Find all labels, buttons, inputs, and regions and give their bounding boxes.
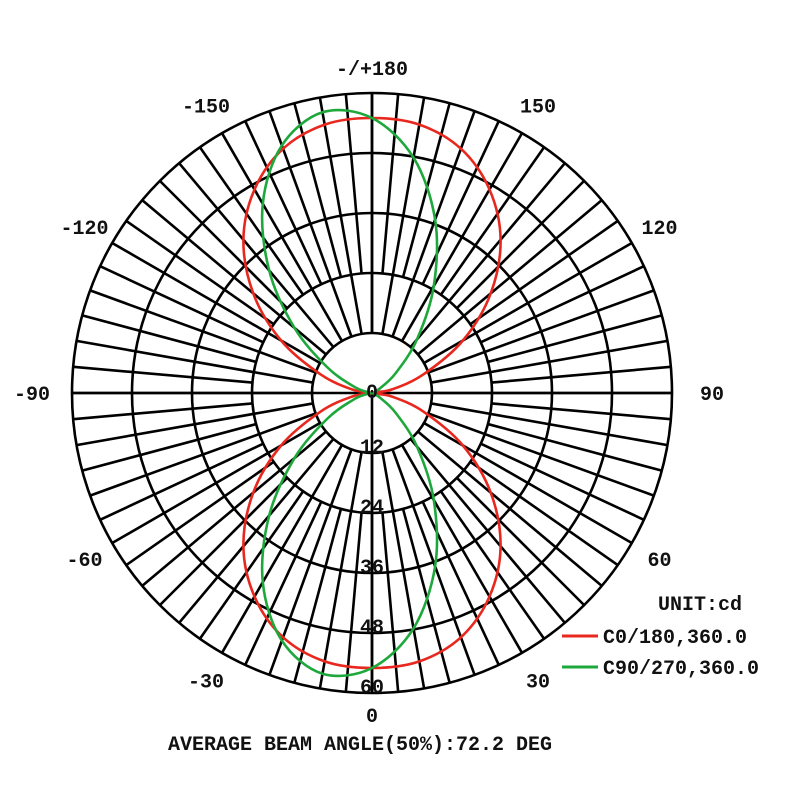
grid-spoke [81,314,257,364]
grid-spoke [491,402,671,421]
angle-tick-label: 150 [520,96,556,119]
beam-angle-footer: AVERAGE BEAM ANGLE(50%):72.2 DEG [168,734,552,757]
grid-spoke [401,508,451,684]
angle-tick-label: 0 [366,706,378,729]
legend: C0/180,360.0 C90/270,360.0 [562,627,759,681]
curves [242,108,502,678]
radial-tick-label: 36 [360,557,384,580]
grid-ring [130,151,614,635]
polar-grid [70,91,674,695]
legend-label-c90: C90/270,360.0 [603,658,759,681]
grid-spoke [439,146,546,296]
angle-tick-label: -30 [188,672,224,695]
series-curve-1 [260,108,439,678]
grid-spoke [81,422,257,472]
radial-tick-labels: 0 12 24 36 48 60 [360,382,384,700]
grid-spoke [480,265,645,344]
grid-spoke [381,512,400,692]
grid-spoke [421,501,500,666]
grid-spoke [158,179,289,310]
grid-spoke [455,476,586,607]
angle-tick-label: -/+180 [336,59,408,82]
grid-spoke [73,365,253,384]
radial-tick-label: 48 [360,617,384,640]
angle-tick-label: -120 [60,218,108,241]
angle-tick-label: 90 [700,384,724,407]
grid-spoke [293,102,343,278]
grid-spoke [125,460,275,567]
radial-tick-label: 24 [360,497,384,520]
grid-ring [70,91,674,695]
grid-spoke [480,442,645,521]
grid-ring [190,211,554,575]
grid-spoke [198,490,305,640]
angle-tick-label: -60 [66,550,102,573]
unit-label: UNIT:cd [658,594,742,617]
grid-ring [250,271,494,515]
grid-spoke [401,102,451,278]
radial-tick-label: 12 [360,437,384,460]
grid-spoke [99,442,264,521]
grid-spoke [293,508,343,684]
grid-spoke [381,94,400,274]
angle-tick-label: 60 [648,550,672,573]
grid-spoke [439,490,546,640]
grid-spoke [99,265,264,344]
angle-tick-label: 120 [642,218,678,241]
angle-tick-label: -150 [182,96,230,119]
grid-spoke [487,422,663,472]
grid-spoke [244,501,323,666]
legend-label-c0: C0/180,360.0 [603,627,747,650]
grid-spoke [491,365,671,384]
grid-spoke [244,120,323,285]
radial-tick-label: 60 [360,677,384,700]
grid-spoke [421,120,500,285]
angle-tick-label: -90 [14,384,50,407]
grid-spoke [469,219,619,326]
grid-spoke [125,219,275,326]
grid-spoke [487,314,663,364]
angle-tick-label: 30 [526,672,550,695]
grid-spoke [73,402,253,421]
grid-spoke [198,146,305,296]
grid-spoke [344,94,363,274]
grid-spoke [158,476,289,607]
grid-spoke [455,179,586,310]
grid-spoke [344,512,363,692]
radial-tick-label: 0 [366,382,378,405]
grid-spoke [469,460,619,567]
